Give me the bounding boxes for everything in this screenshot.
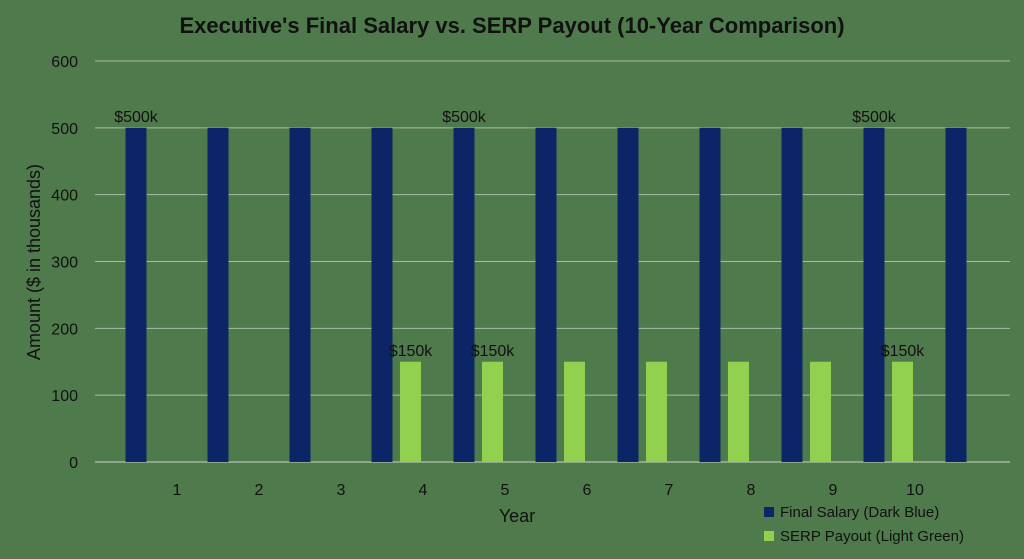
x-tick-label: 2 [255, 482, 264, 499]
bar-serp-payout [810, 361, 831, 462]
x-tick-label: 7 [665, 482, 674, 499]
legend-swatch [764, 507, 774, 517]
y-tick-label: 500 [51, 121, 78, 138]
bar-final-salary [453, 127, 475, 462]
x-tick-label: 4 [419, 482, 428, 499]
bar-final-salary [207, 127, 229, 462]
y-tick-label: 0 [69, 455, 78, 472]
y-tick-label: 200 [51, 321, 78, 338]
x-tick-label: 3 [337, 482, 346, 499]
legend-swatch [764, 531, 774, 541]
bar-serp-payout [728, 361, 749, 462]
data-label: $150k [389, 343, 434, 360]
data-labels: $500k $500k $500k $150k $150k $150k [114, 109, 925, 360]
bar-final-salary [781, 127, 803, 462]
bar-serp-payout [646, 361, 667, 462]
x-axis-ticks: 1 2 3 4 5 6 7 8 9 10 [173, 482, 924, 499]
legend: Final Salary (Dark Blue) SERP Payout (Lig… [764, 504, 964, 545]
bar-serp-payout [482, 361, 503, 462]
y-tick-label: 300 [51, 255, 78, 272]
x-tick-label: 6 [583, 482, 592, 499]
bar-final-salary [945, 127, 967, 462]
x-tick-label: 5 [501, 482, 510, 499]
x-tick-label: 8 [747, 482, 756, 499]
bar-serp-payout [892, 361, 913, 462]
bar-final-salary [125, 127, 147, 462]
chart-title: Executive's Final Salary vs. SERP Payout… [179, 13, 844, 38]
bar-final-salary [699, 127, 721, 462]
bar-final-salary [535, 127, 557, 462]
data-label: $500k [852, 109, 897, 126]
y-axis-title: Amount ($ in thousands) [24, 164, 44, 360]
data-label: $150k [881, 343, 926, 360]
x-tick-label: 10 [906, 482, 924, 499]
data-label: $150k [471, 343, 516, 360]
y-tick-label: 100 [51, 388, 78, 405]
legend-entry: SERP Payout (Light Green) [780, 528, 964, 545]
bar-serp-payout [564, 361, 585, 462]
y-tick-label: 600 [51, 54, 78, 71]
data-label: $500k [442, 109, 487, 126]
y-tick-label: 400 [51, 188, 78, 205]
bar-final-salary [289, 127, 311, 462]
legend-entry: Final Salary (Dark Blue) [780, 504, 939, 521]
bar-serp-payout [400, 361, 421, 462]
x-tick-label: 1 [173, 482, 182, 499]
x-axis-title: Year [499, 506, 535, 526]
data-label: $500k [114, 109, 159, 126]
bar-final-salary [371, 127, 393, 462]
bar-final-salary [863, 127, 885, 462]
bar-final-salary [617, 127, 639, 462]
bars [125, 127, 967, 462]
y-axis-ticks: 0 100 200 300 400 500 600 [51, 54, 78, 472]
x-tick-label: 9 [829, 482, 838, 499]
